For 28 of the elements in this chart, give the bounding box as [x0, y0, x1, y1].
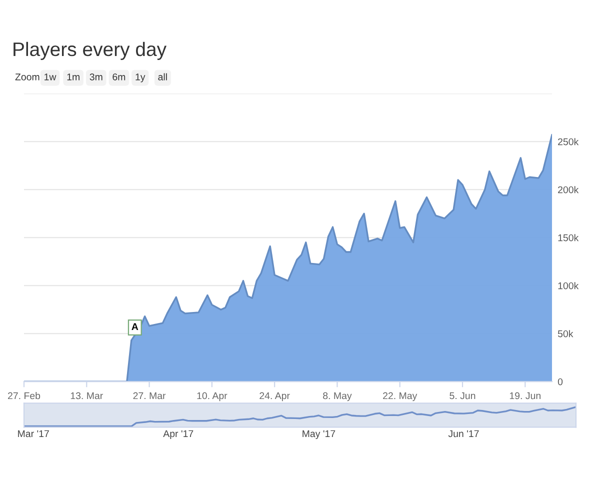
y-tick-label: 0 [558, 378, 563, 386]
text: all [158, 73, 167, 80]
x-tick-label: 24. Apr [260, 392, 290, 402]
x-tick-label: Mar '17 [18, 430, 49, 438]
x-tick-label: 19. Jun [510, 392, 540, 400]
text: 1w [44, 74, 56, 80]
x-tick-label: 10. Apr [197, 392, 228, 402]
text: 3m [90, 73, 102, 80]
x-tick-label: 5. Jun [450, 392, 476, 400]
text: 1y [136, 74, 146, 82]
y-tick-label: 200k [558, 186, 579, 194]
y-tick-label: 150k [558, 234, 579, 242]
x-tick-label: 8. May [323, 392, 352, 402]
x-tick-label: 27. Feb [8, 392, 40, 400]
chart-title: Players every day [14, 42, 167, 60]
x-tick-label: 13. Mar [70, 392, 103, 400]
y-tick-label: 250k [558, 138, 579, 146]
x-tick-label: 27. Mar [133, 392, 166, 400]
x-tick-label: 22. May [383, 392, 418, 402]
text: 6m [112, 73, 126, 80]
text: 1m [67, 74, 80, 80]
y-tick-label: 50k [558, 330, 574, 338]
x-tick-label: May '17 [302, 430, 336, 440]
x-tick-label: Jun '17 [448, 430, 479, 438]
x-tick-label: Apr '17 [163, 430, 194, 440]
y-tick-label: 100k [558, 282, 579, 290]
text: Zoom [15, 74, 40, 80]
annotation: A [132, 323, 138, 330]
